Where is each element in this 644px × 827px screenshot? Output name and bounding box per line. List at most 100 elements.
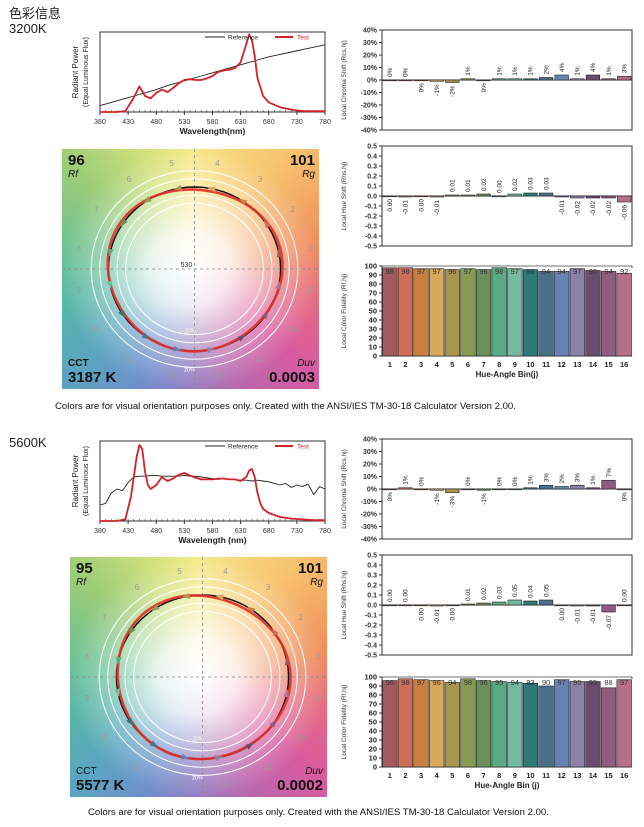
- y-tick-label: 30: [369, 736, 377, 745]
- data-label-bin-15: 94: [604, 267, 612, 276]
- y-tick-label: 30: [369, 325, 377, 334]
- bin-label-5: 5: [177, 567, 182, 576]
- data-label-bin-12: 94: [558, 267, 566, 276]
- bar-bin-11: [538, 192, 554, 197]
- y-tick-label: -10%: [361, 90, 378, 97]
- data-label-bin-1: 98: [386, 267, 394, 276]
- x-axis-label: Wavelength (nm): [178, 535, 246, 545]
- page-heading: 色彩信息: [9, 6, 62, 21]
- bin-label-13: 13: [213, 371, 222, 380]
- data-label-bin-3: 0.00: [418, 199, 425, 212]
- y-tick-label: -20%: [361, 103, 378, 110]
- cct-value: 5577 K: [76, 777, 125, 794]
- bin-label-2: 2: [290, 205, 295, 214]
- data-label-bin-15: 1%: [606, 66, 613, 76]
- bar-bin-3: [413, 79, 429, 82]
- footnote-3200k: Colors are for visual orientation purpos…: [55, 401, 516, 412]
- bar-bin-15: [601, 78, 616, 81]
- data-label-bin-10: 0.03: [528, 177, 535, 190]
- y-tick-label: 0.4: [367, 563, 377, 570]
- y-tick-label: -0.4: [365, 643, 377, 650]
- chroma-arrow-bin-4: [207, 186, 216, 193]
- x-tick-label: 15: [604, 360, 612, 369]
- y-axis-label: Local Chroma Shift (Rcs,hj): [341, 40, 348, 119]
- x-tick-label: 3: [419, 360, 423, 369]
- bar-bin-10: [522, 682, 539, 768]
- bar-bin-10: [523, 78, 538, 81]
- chroma-arrow-bin-10: [118, 309, 126, 318]
- y-tick-label: 90: [369, 682, 377, 691]
- reference-ring-1: [133, 610, 272, 744]
- chroma-arrow-bin-8: [115, 656, 122, 665]
- y-tick-label: 0.5: [367, 144, 377, 151]
- x-tick-label: 10: [526, 771, 534, 780]
- chroma-arrow-bin-7: [128, 626, 136, 635]
- x-tick-label: 5: [450, 360, 454, 369]
- data-label-bin-4: -0.01: [434, 609, 441, 624]
- bar-bin-8: [492, 601, 507, 606]
- data-label-bin-15: -0.02: [606, 201, 613, 216]
- rf-label: Rf: [68, 169, 78, 180]
- y-tick-label: 40: [369, 727, 377, 736]
- bin-label-7: 7: [94, 205, 99, 214]
- y-tick-label: 80: [369, 280, 377, 289]
- x-tick-label: 8: [497, 771, 501, 780]
- cct-value: 3187 K: [68, 369, 117, 386]
- hue-shift-chart-3200k: 0.5 0.4 0.3 0.2 0.1 0.0 -0.1 -0.2 -0.3 -0.4 -0.5 Lo…: [341, 144, 633, 251]
- data-label-bin-16: -0.06: [621, 205, 628, 220]
- x-tick-label: 630: [235, 528, 247, 535]
- data-label-bin-1: 0.00: [387, 199, 394, 212]
- bar-bin-14: [585, 681, 601, 768]
- chroma-arrow-bin-11: [141, 332, 150, 340]
- x-tick-label: 530: [179, 119, 191, 126]
- data-label-bin-14: -0.02: [590, 201, 597, 216]
- x-tick-label: 4: [435, 771, 440, 780]
- data-label-bin-2: 98: [401, 678, 409, 687]
- test-gamut-loop: [106, 188, 284, 353]
- data-label-bin-16: 3%: [621, 64, 628, 74]
- bar-bin-3: [413, 268, 429, 357]
- data-label-bin-4: 96: [433, 678, 441, 687]
- duv-label: Duv: [305, 766, 323, 777]
- reference-ring-3: [99, 178, 290, 360]
- y-tick-label: 0.1: [367, 593, 377, 600]
- bin-label-11: 11: [125, 355, 134, 364]
- rg-metric: 101 Rg: [298, 560, 323, 588]
- y-axis-label: Local Hue Shift (Rhs,hj): [341, 571, 348, 640]
- chroma-arrow-bin-9: [114, 688, 121, 697]
- data-label-bin-2: 98: [401, 267, 409, 276]
- x-tick-label: 630: [235, 119, 247, 126]
- x-tick-label: 2: [403, 360, 407, 369]
- bar-bin-15: [600, 687, 617, 768]
- chroma-arrow-bin-15: [269, 719, 277, 728]
- color-vector-graphic-3200k: 1 2 3 4 5 6 7 8 9 10 11 12 13 14 15 16 530 -20% 20% 96 Rf …: [62, 149, 319, 389]
- chroma-arrow-bin-13: [206, 347, 216, 354]
- bar-bin-10: [523, 192, 538, 197]
- y-axis-label: Local Chroma Shift (Rcs,hj): [341, 449, 348, 528]
- y-tick-label: 70: [369, 289, 377, 298]
- x-tick-label: 14: [589, 360, 598, 369]
- series-line-test: [100, 33, 325, 113]
- chroma-arrow-bin-2: [271, 628, 279, 637]
- bar-bin-16: [617, 488, 632, 491]
- x-tick-label: 530: [179, 528, 191, 535]
- x-tick-label: 730: [291, 528, 303, 535]
- bar-bin-14: [585, 195, 601, 199]
- bin-label-16: 16: [314, 694, 323, 703]
- x-tick-label: 7: [481, 360, 485, 369]
- y-tick-label: 0.3: [367, 164, 377, 171]
- bar-bin-2: [398, 604, 413, 607]
- chroma-arrow-bin-3: [239, 198, 248, 206]
- bar-bin-12: [554, 604, 569, 607]
- x-tick-label: 480: [150, 119, 162, 126]
- y-tick-label: 0.1: [367, 184, 377, 191]
- bin-label-1: 1: [316, 652, 321, 661]
- x-tick-label: 16: [620, 360, 628, 369]
- data-label-bin-1: 0%: [387, 67, 394, 77]
- data-label-bin-6: 97: [464, 267, 472, 276]
- chroma-arrow-bin-14: [237, 334, 246, 342]
- bar-bin-2: [398, 79, 413, 82]
- data-label-bin-9: 0.02: [512, 178, 519, 191]
